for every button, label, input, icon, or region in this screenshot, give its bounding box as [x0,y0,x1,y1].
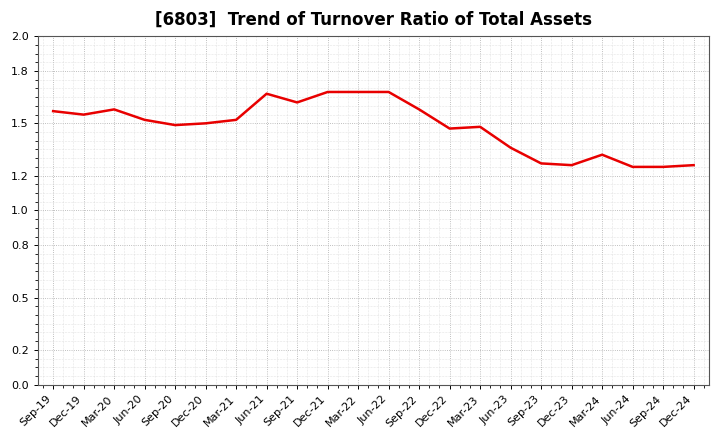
Title: [6803]  Trend of Turnover Ratio of Total Assets: [6803] Trend of Turnover Ratio of Total … [155,11,592,29]
